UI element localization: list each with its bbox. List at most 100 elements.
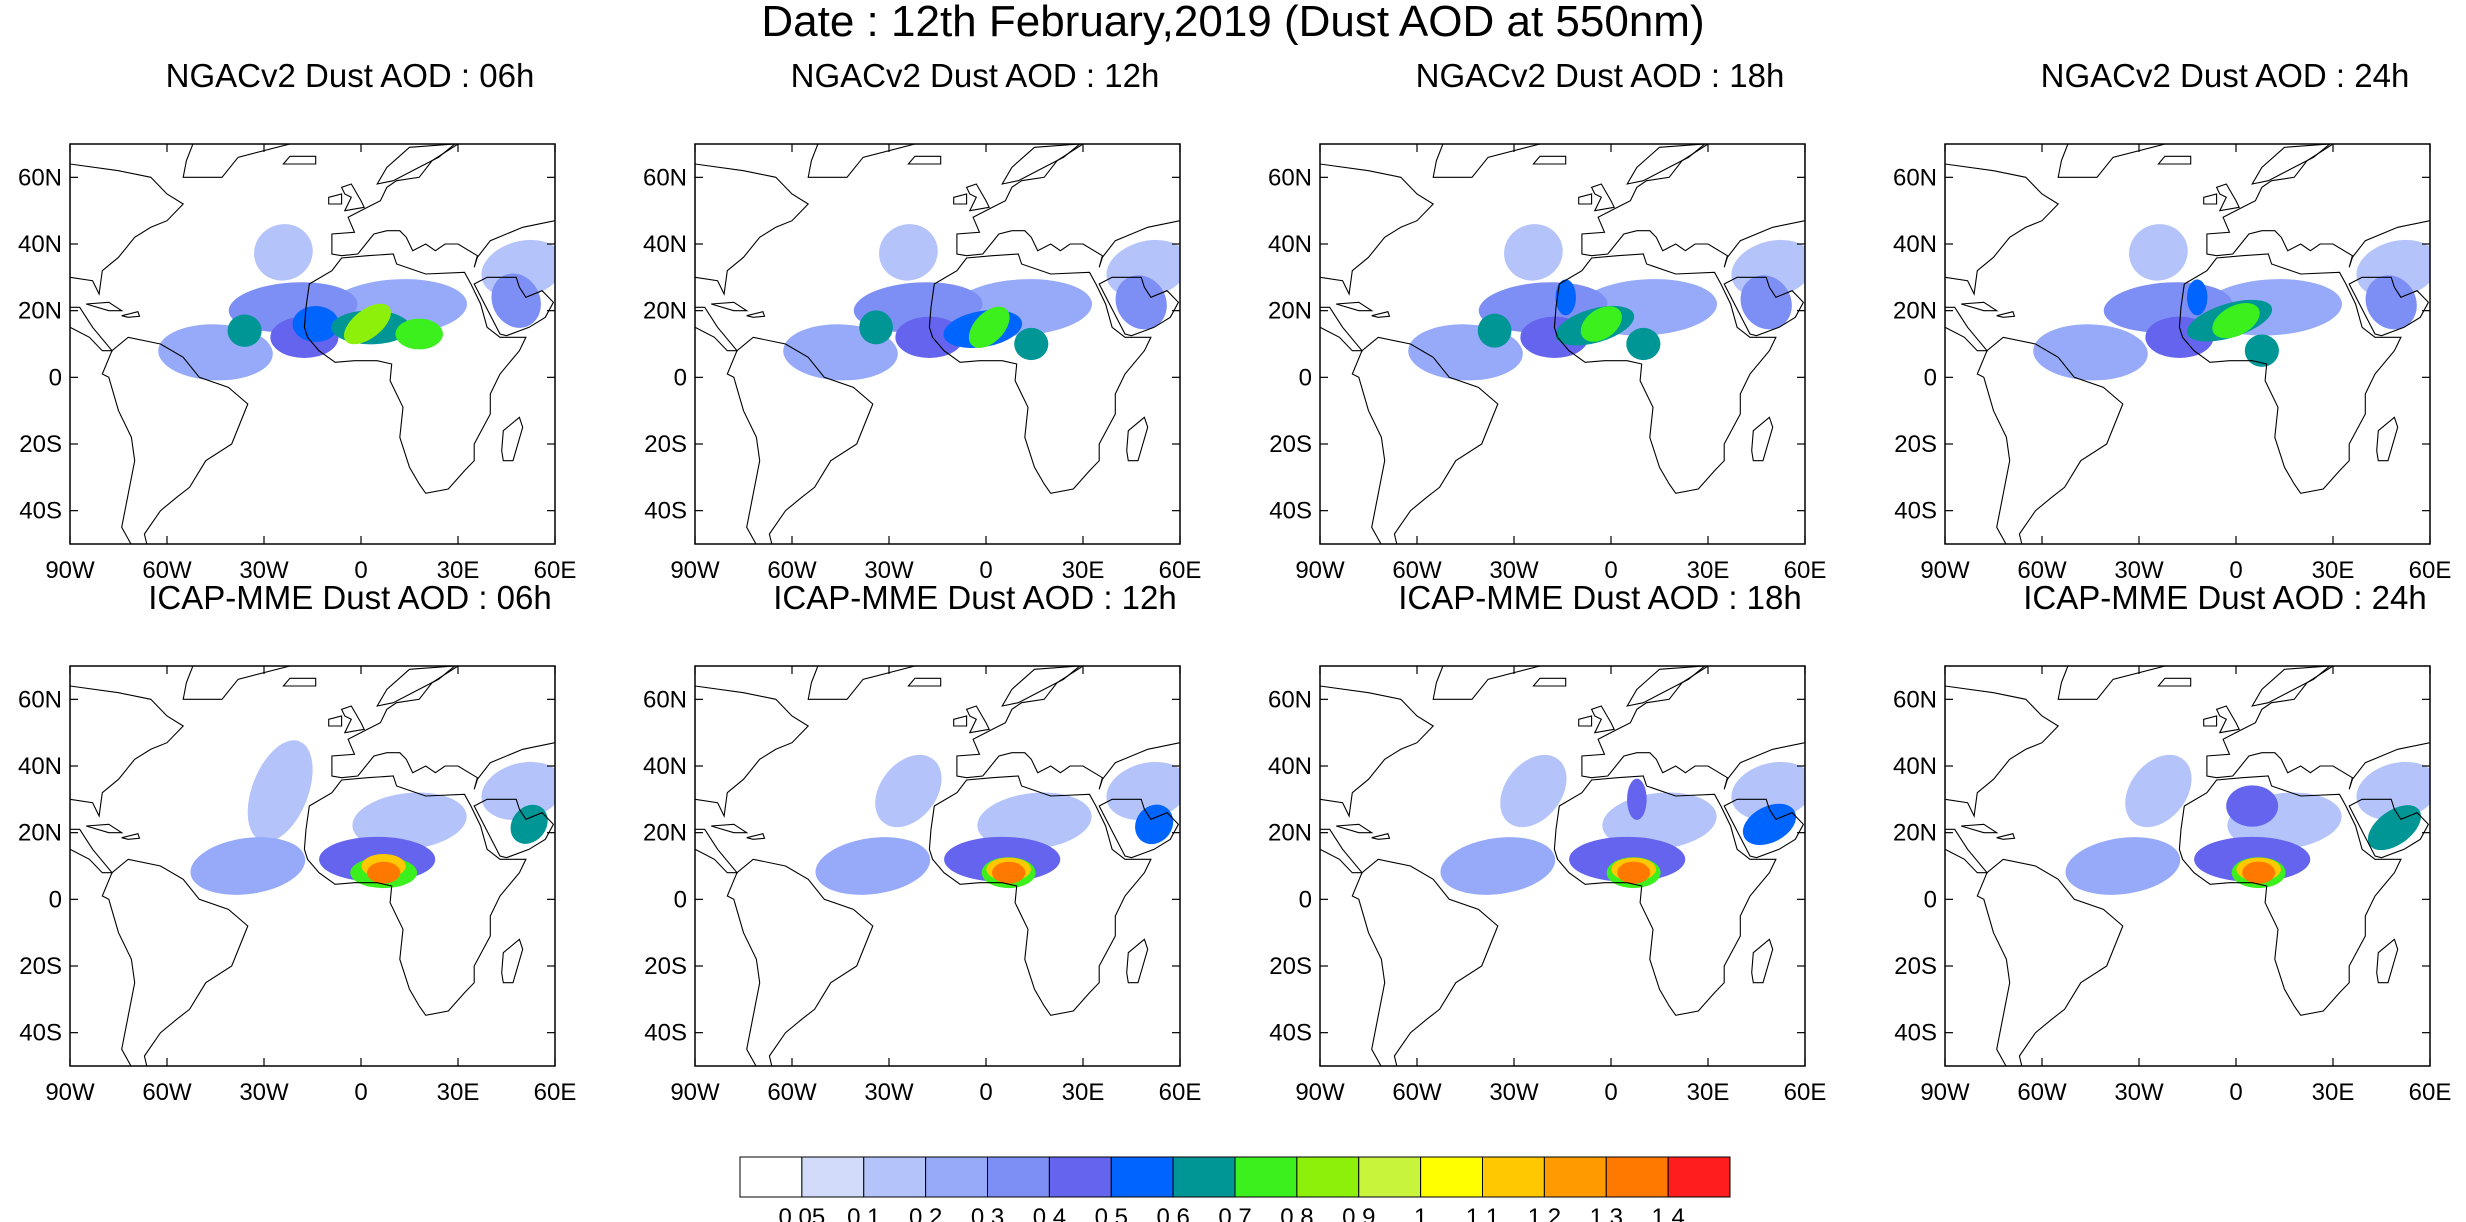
aod-plume — [343, 303, 391, 345]
coastline — [1996, 311, 2016, 318]
y-tick-label: 40S — [1269, 498, 1312, 525]
colorbar-label: 0.5 — [1095, 1204, 1128, 1222]
coastlines — [695, 144, 1180, 544]
x-tick-label: 60E — [1159, 557, 1202, 584]
aod-plume — [254, 224, 313, 281]
coastline — [331, 144, 555, 268]
y-tick-label: 20S — [19, 953, 62, 980]
coastline — [70, 685, 185, 818]
coastline — [340, 705, 366, 734]
map-plot: 90W 60W 30W 0 30E 60E 60N 40N 20N 0 20S 40S — [18, 665, 576, 1106]
coastline — [807, 666, 916, 700]
coastline — [2376, 416, 2399, 462]
coastline — [2251, 144, 2331, 185]
coastline — [695, 306, 739, 352]
y-tick-label: 20S — [1269, 953, 1312, 980]
colorbar-label: 0.6 — [1156, 1204, 1189, 1222]
aod-plume — [2365, 275, 2417, 330]
y-tick-label: 40S — [1269, 1020, 1312, 1047]
coastline — [711, 301, 749, 312]
coastline — [331, 666, 555, 790]
coastline — [1001, 144, 1081, 185]
y-tick-label: 40S — [19, 498, 62, 525]
coastline — [928, 253, 1152, 494]
x-tick-label: 30E — [2312, 557, 2355, 584]
coastline — [182, 144, 291, 178]
aod-plume — [1440, 837, 1556, 895]
coastline — [2157, 155, 2192, 165]
coastline — [1553, 775, 1777, 1016]
coastline — [1590, 705, 1616, 734]
coastline — [328, 715, 343, 727]
coastlines — [70, 666, 555, 1066]
y-tick-label: 20N — [1268, 820, 1312, 847]
y-tick-label: 0 — [674, 886, 687, 913]
coastline — [953, 193, 968, 205]
x-tick-label: 60E — [1784, 557, 1827, 584]
y-tick-label: 40S — [1894, 1020, 1937, 1047]
map-plot: 90W 60W 30W 0 30E 60E 60N 40N 20N 0 20S 40S — [643, 665, 1201, 1106]
panel-title: ICAP-MME Dust AOD : 06h — [148, 579, 552, 616]
y-tick-label: 20N — [643, 298, 687, 325]
plot-frame — [69, 665, 556, 1067]
y-tick-label: 40N — [1268, 231, 1312, 258]
x-tick-label: 30W — [2114, 557, 2164, 584]
aod-plume — [227, 314, 262, 347]
colorbar-swatch — [1420, 1156, 1483, 1198]
coastline — [1581, 666, 1805, 790]
aod-plume — [859, 310, 893, 345]
aod-plume — [1477, 313, 1512, 348]
x-tick-label: 90W — [670, 557, 720, 584]
aod-plume — [1504, 224, 1563, 281]
aod-shading — [1440, 754, 1805, 895]
panel-title: ICAP-MME Dust AOD : 24h — [2023, 579, 2427, 616]
x-tick-label: 0 — [979, 557, 992, 584]
x-tick-label: 90W — [45, 1079, 95, 1106]
coastline — [1751, 416, 1774, 462]
coastline — [70, 828, 114, 874]
aod-plume — [1500, 754, 1567, 828]
colorbar-swatch — [1605, 1156, 1669, 1198]
colorbar-swatch — [1482, 1156, 1545, 1198]
map-plot: 90W 60W 30W 0 30E 60E 60N 40N 20N 0 20S 40S — [18, 143, 576, 584]
coastline — [695, 685, 810, 818]
colorbar-swatch — [1234, 1156, 1298, 1198]
coastline — [1723, 798, 1805, 859]
coastline — [907, 677, 942, 687]
x-tick-label: 60W — [767, 557, 817, 584]
y-tick-label: 20S — [19, 431, 62, 458]
icap-panel-18h: ICAP-MME Dust AOD : 18h 90W 60W 30W 0 30E 60E… — [1268, 580, 1900, 1110]
coastline — [1945, 828, 1989, 874]
coastline — [1961, 301, 1999, 312]
coastline — [2206, 144, 2430, 268]
coastline — [1098, 798, 1180, 859]
x-tick-label: 60E — [2409, 1079, 2452, 1106]
x-tick-label: 90W — [1295, 557, 1345, 584]
y-tick-label: 40N — [1268, 753, 1312, 780]
aod-plume — [992, 861, 1026, 884]
coastline — [1371, 833, 1391, 840]
x-tick-label: 30E — [437, 557, 480, 584]
plot-frame — [1944, 665, 2431, 1067]
coastline — [473, 798, 555, 859]
colorbar-label: 1.3 — [1590, 1204, 1623, 1222]
coastline — [2203, 193, 2218, 205]
x-tick-label: 30E — [1687, 1079, 1730, 1106]
y-tick-label: 40S — [19, 1020, 62, 1047]
coastline — [907, 155, 942, 165]
aod-plume — [481, 761, 555, 821]
coastline — [1996, 833, 2016, 840]
aod-plume — [1014, 327, 1049, 361]
colorbar-swatch — [925, 1156, 988, 1198]
aod-plume — [2129, 224, 2188, 281]
panel-title: NGACv2 Dust AOD : 24h — [2040, 57, 2410, 94]
coastline — [711, 823, 749, 834]
coastline — [473, 276, 555, 337]
y-tick-label: 20N — [643, 820, 687, 847]
coastline — [1578, 193, 1593, 205]
y-tick-label: 60N — [643, 686, 687, 713]
coastline — [340, 183, 366, 212]
coastline — [1976, 858, 2124, 1066]
coastline — [1320, 685, 1435, 818]
aod-plume — [2125, 754, 2192, 828]
